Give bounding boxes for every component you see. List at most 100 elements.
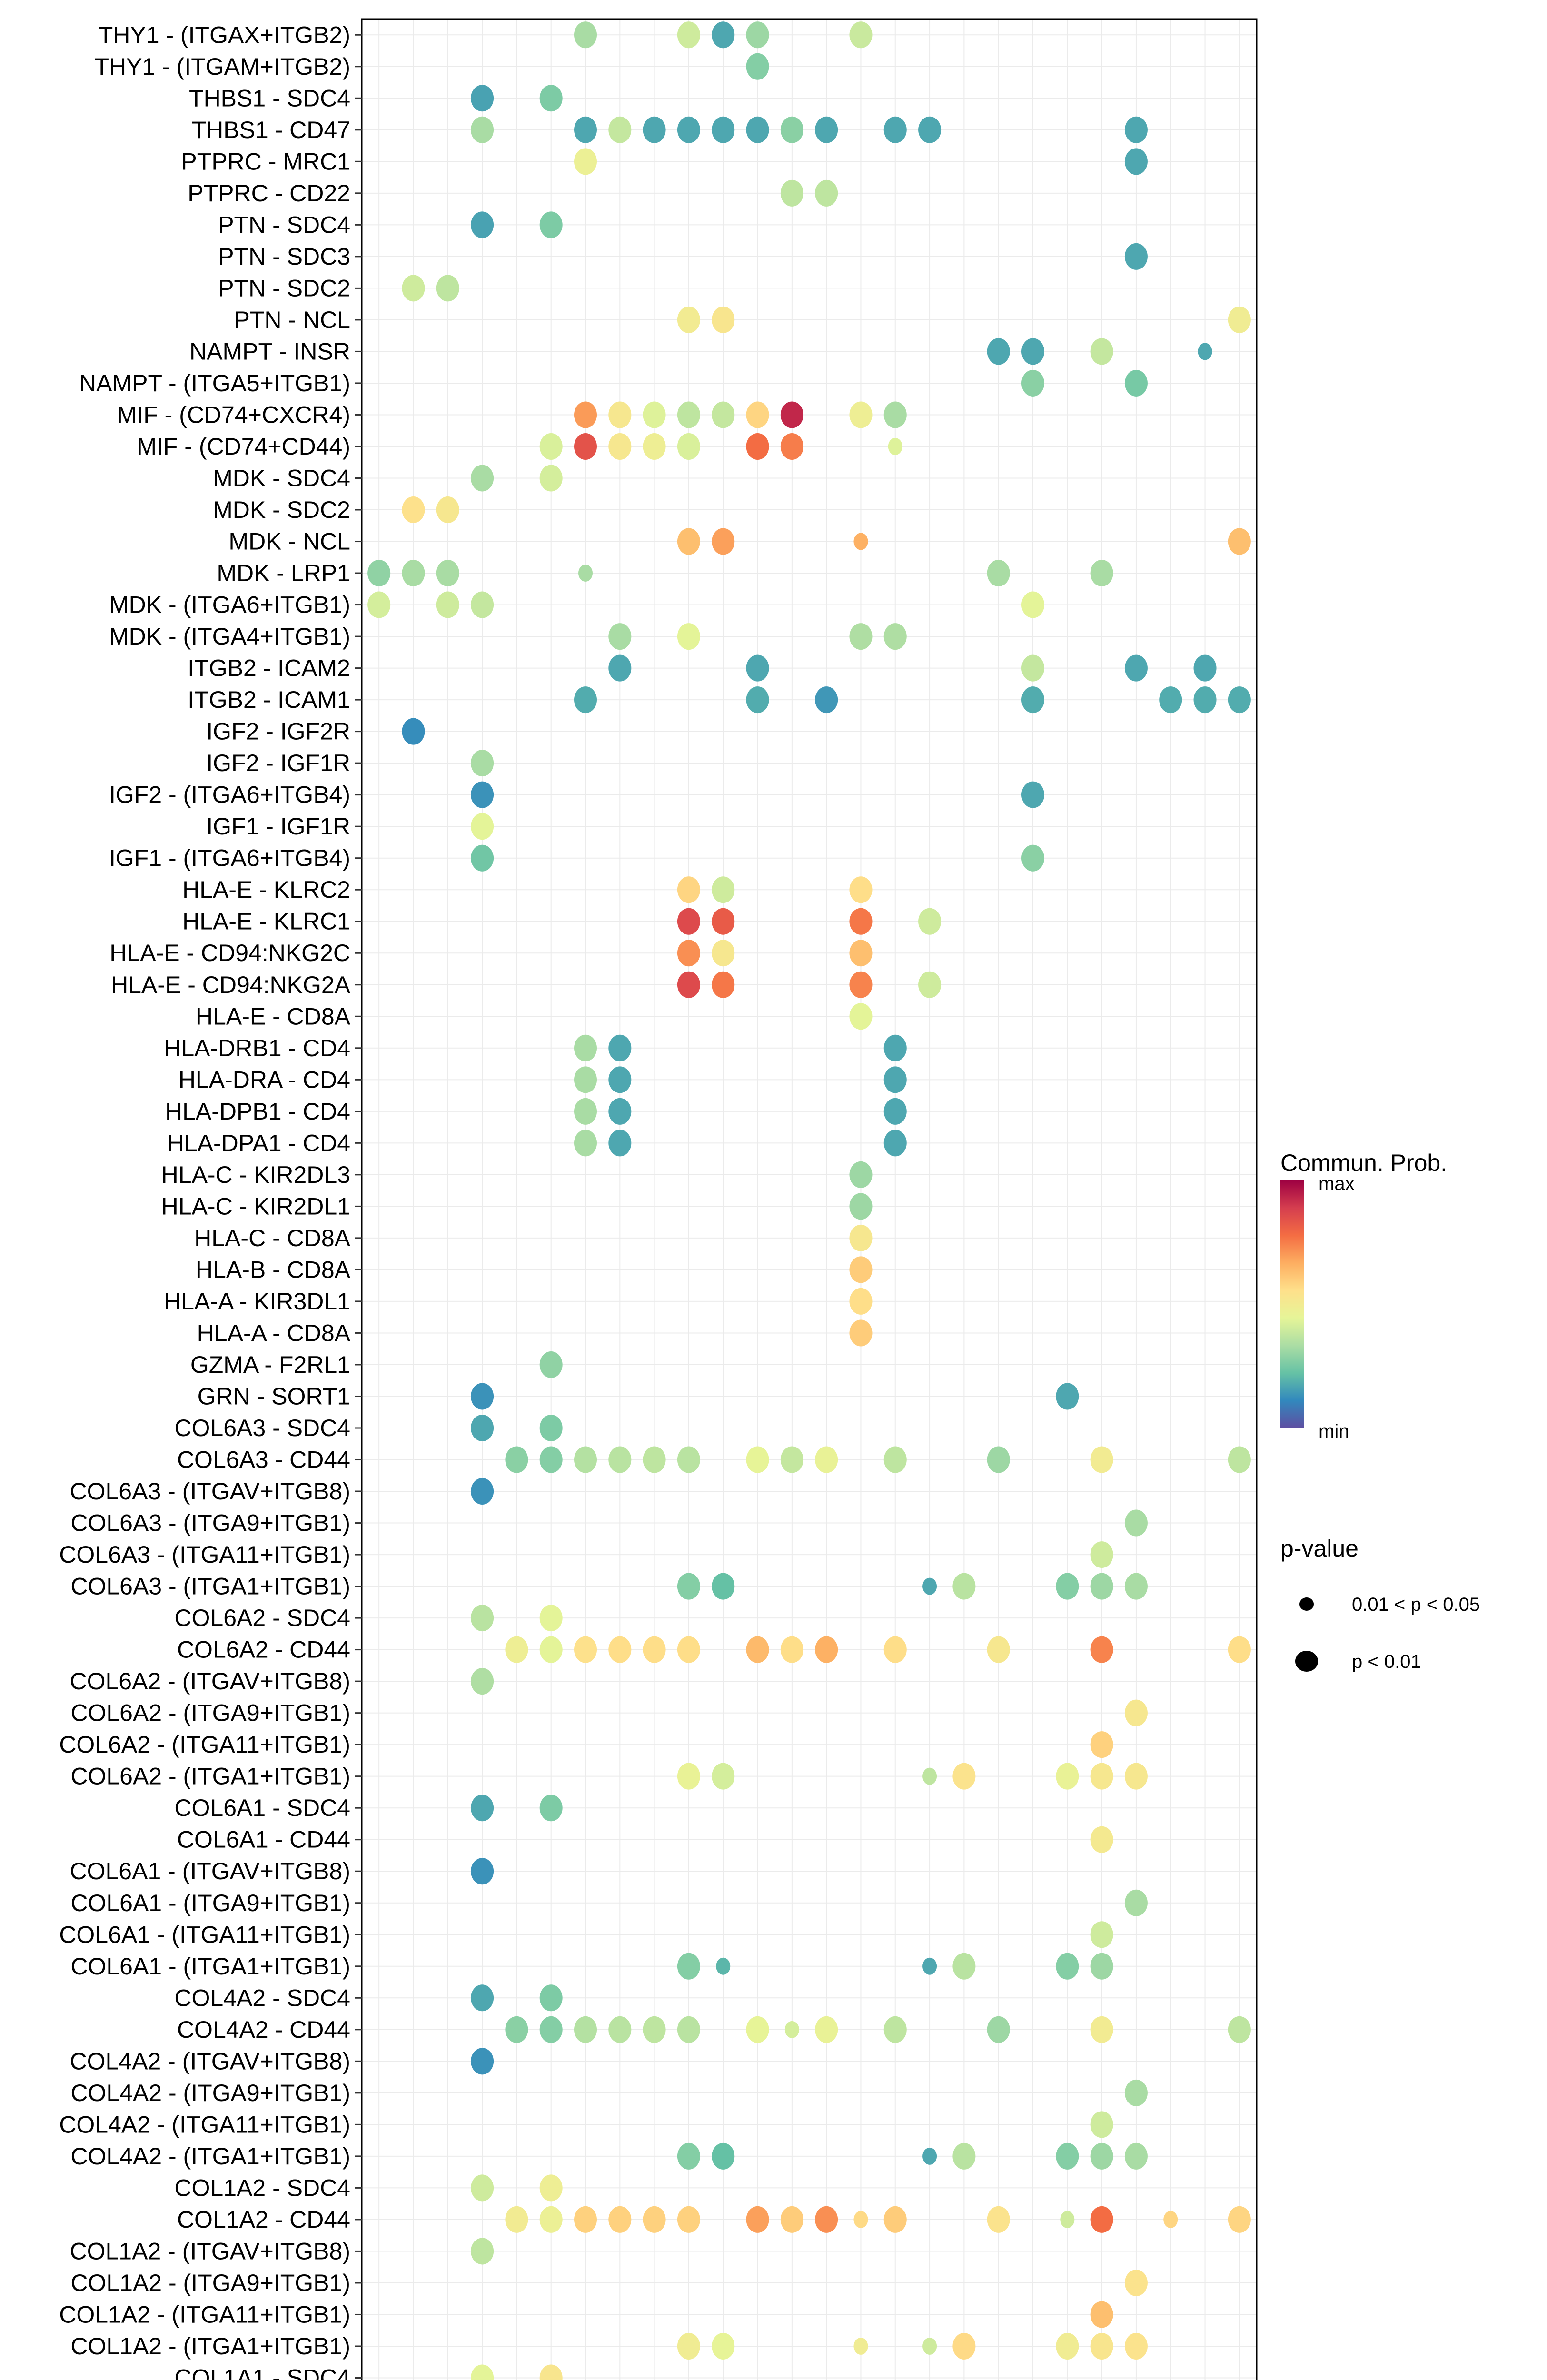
y-tick-label: MDK - NCL: [228, 528, 350, 555]
data-point: [436, 275, 459, 302]
data-point: [853, 2337, 868, 2355]
y-tick-label: COL6A2 - (ITGAV+ITGB8): [69, 1668, 350, 1695]
data-point: [1056, 1953, 1079, 1980]
y-tick-label: HLA-A - KIR3DL1: [164, 1288, 350, 1315]
small-dot-icon: [1299, 1597, 1314, 1611]
pvalue-legend: p-value 0.01 < p < 0.05 p < 0.01: [1280, 1535, 1480, 1672]
data-point: [505, 2016, 528, 2043]
y-tick-label: COL4A2 - (ITGA1+ITGB1): [70, 2143, 350, 2170]
data-point: [746, 53, 769, 80]
y-tick-label: COL1A2 - CD44: [177, 2206, 350, 2233]
data-point: [784, 2021, 799, 2038]
data-point: [952, 1573, 976, 1600]
data-point: [815, 2206, 838, 2233]
data-point: [780, 2206, 803, 2233]
data-point: [471, 2174, 494, 2202]
data-point: [608, 433, 632, 460]
y-tick-label: COL1A2 - (ITGA9+ITGB1): [70, 2270, 350, 2296]
data-point: [539, 2206, 563, 2233]
y-tick-label: NAMPT - (ITGA5+ITGB1): [79, 370, 350, 397]
data-point: [1021, 338, 1044, 365]
data-point: [677, 1573, 700, 1600]
y-tick-label: PTN - NCL: [234, 307, 350, 333]
data-point: [815, 1636, 838, 1663]
data-point: [883, 116, 907, 143]
data-point: [922, 2337, 937, 2355]
y-tick-label: COL6A1 - (ITGAV+ITGB8): [69, 1858, 350, 1884]
data-point: [367, 560, 391, 587]
data-point: [1159, 686, 1182, 714]
y-tick-label: IGF2 - IGF1R: [206, 750, 350, 776]
data-point: [539, 1351, 563, 1378]
data-point: [402, 560, 425, 587]
data-point: [677, 1636, 700, 1663]
y-tick-label: COL6A3 - (ITGA9+ITGB1): [70, 1510, 350, 1537]
colorbar-max-label: max: [1319, 1173, 1355, 1194]
data-point: [918, 908, 942, 935]
data-point: [849, 1319, 873, 1347]
data-point: [677, 433, 700, 460]
data-point: [608, 1636, 632, 1663]
y-tick-label: COL1A2 - (ITGA1+ITGB1): [70, 2333, 350, 2360]
data-point: [849, 908, 873, 935]
data-point: [1090, 560, 1113, 587]
data-point: [677, 1953, 700, 1980]
data-point: [1124, 1573, 1148, 1600]
y-tick-label: MDK - SDC2: [213, 496, 350, 523]
y-tick-label: HLA-DRA - CD4: [178, 1066, 350, 1093]
data-point: [471, 813, 494, 840]
data-point: [574, 1636, 597, 1663]
y-tick-label: COL1A1 - SDC4: [174, 2365, 350, 2380]
data-point: [608, 401, 632, 428]
data-point: [539, 85, 563, 112]
y-tick-label: COL6A2 - (ITGA9+ITGB1): [70, 1700, 350, 1726]
data-point: [1090, 1573, 1113, 1600]
data-point: [780, 116, 803, 143]
y-tick-label: COL6A2 - CD44: [177, 1636, 350, 1663]
y-tick-label: HLA-DPA1 - CD4: [167, 1130, 350, 1156]
data-point: [367, 591, 391, 618]
y-tick-label: IGF2 - IGF2R: [206, 718, 350, 745]
data-point: [539, 2016, 563, 2043]
data-point: [952, 1763, 976, 1790]
data-point: [574, 686, 597, 714]
data-point: [1124, 116, 1148, 143]
data-point: [643, 1446, 666, 1473]
data-point: [987, 2206, 1010, 2233]
data-point: [505, 2206, 528, 2233]
data-point: [849, 1288, 873, 1315]
data-point: [1021, 369, 1044, 397]
data-point: [471, 591, 494, 618]
y-tick-label: PTPRC - CD22: [188, 180, 350, 207]
data-point: [574, 1034, 597, 1061]
data-point: [677, 908, 700, 935]
data-point: [1090, 1826, 1113, 1853]
data-point: [1021, 781, 1044, 808]
data-point: [712, 971, 735, 998]
data-point: [712, 908, 735, 935]
data-point: [574, 2206, 597, 2233]
data-point: [574, 116, 597, 143]
data-point: [471, 1478, 494, 1505]
data-point: [1090, 2206, 1113, 2233]
y-tick-label: PTN - SDC3: [218, 243, 350, 270]
data-point: [677, 971, 700, 998]
y-tick-label: GRN - SORT1: [198, 1383, 350, 1409]
data-point: [883, 1636, 907, 1663]
data-point: [746, 433, 769, 460]
data-point: [746, 116, 769, 143]
y-tick-label: COL6A1 - (ITGA9+ITGB1): [70, 1890, 350, 1916]
data-point: [574, 401, 597, 428]
data-point: [712, 528, 735, 555]
data-point: [1090, 1953, 1113, 1980]
data-point: [471, 781, 494, 808]
data-point: [883, 1098, 907, 1125]
data-point: [574, 2016, 597, 2043]
y-tick-label: THY1 - (ITGAX+ITGB2): [99, 21, 350, 48]
data-point: [505, 1636, 528, 1663]
data-point: [471, 750, 494, 777]
y-tick-label: ITGB2 - ICAM2: [188, 655, 350, 682]
data-point: [1090, 2111, 1113, 2138]
data-point: [883, 623, 907, 650]
data-point: [677, 306, 700, 333]
